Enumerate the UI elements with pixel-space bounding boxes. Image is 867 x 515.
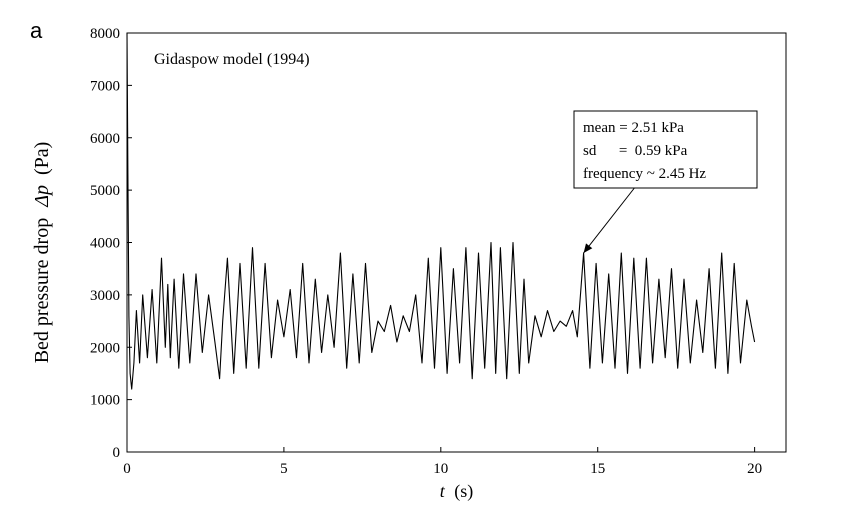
y-axis-label: Bed pressure drop Δp (Pa) bbox=[31, 142, 53, 364]
x-axis-label: t (s) bbox=[440, 481, 474, 502]
y-axis-variable: Δp bbox=[31, 185, 53, 208]
y-tick-label: 2000 bbox=[90, 340, 120, 356]
chart-title: Gidaspow model (1994) bbox=[154, 51, 310, 68]
y-tick-label: 5000 bbox=[90, 183, 120, 199]
annotation-arrow bbox=[583, 187, 635, 254]
y-axis-unit: (Pa) bbox=[31, 142, 53, 175]
stats-annotation: mean = 2.51 kPa sd = 0.59 kPa frequency … bbox=[573, 110, 758, 254]
stats-mean-text: mean = 2.51 kPa bbox=[583, 120, 684, 136]
x-tick-label: 20 bbox=[747, 461, 762, 477]
stats-sd-text: sd = 0.59 kPa bbox=[583, 143, 688, 159]
y-tick-label: 6000 bbox=[90, 131, 120, 147]
plot-frame bbox=[126, 32, 787, 453]
y-tick-label: 1000 bbox=[90, 393, 120, 409]
y-tick-label: 3000 bbox=[90, 288, 120, 304]
annotation-arrowhead bbox=[583, 243, 593, 253]
x-axis-variable: t bbox=[440, 481, 446, 501]
stats-annotation-box bbox=[573, 110, 758, 189]
y-axis-ticks: 0 1000 2000 3000 4000 5000 6000 7000 8000 bbox=[90, 26, 132, 461]
y-tick-label: 7000 bbox=[90, 78, 120, 94]
stats-frequency-text: frequency ~ 2.45 Hz bbox=[583, 166, 706, 182]
x-axis-ticks: 0 5 10 15 20 bbox=[123, 447, 762, 477]
x-tick-label: 0 bbox=[123, 461, 131, 477]
x-tick-label: 15 bbox=[590, 461, 605, 477]
plot-area: Gidaspow model (1994) 0 1000 2000 3000 4000 5… bbox=[90, 26, 787, 477]
y-tick-label: 0 bbox=[113, 445, 121, 461]
x-tick-label: 10 bbox=[433, 461, 448, 477]
series-line bbox=[126, 32, 756, 390]
panel-label: a bbox=[30, 18, 43, 43]
y-tick-label: 8000 bbox=[90, 26, 120, 42]
y-tick-label: 4000 bbox=[90, 236, 120, 252]
y-axis-title: Bed pressure drop bbox=[31, 218, 53, 364]
x-axis-unit: (s) bbox=[454, 481, 473, 502]
x-tick-label: 5 bbox=[280, 461, 288, 477]
